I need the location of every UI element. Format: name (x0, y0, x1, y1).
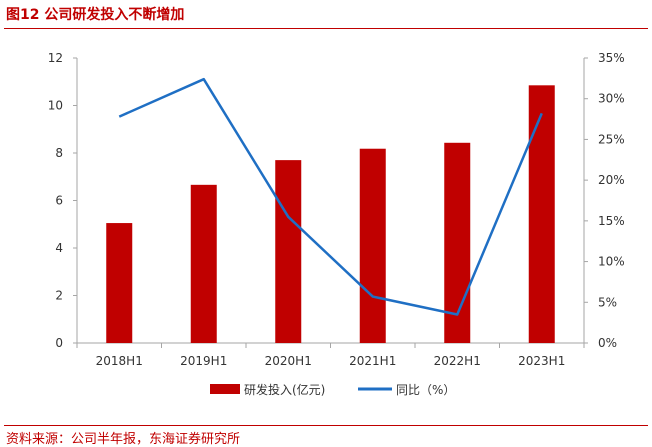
y-left-tick-label: 2 (55, 289, 63, 303)
y-left-tick-label: 0 (55, 336, 63, 350)
line-path (118, 77, 543, 316)
legend: 研发投入(亿元) 同比（%） (210, 382, 455, 397)
bar (275, 160, 302, 343)
y-right-tick-label: 0% (598, 336, 617, 350)
y-right-tick-label: 5% (598, 295, 617, 309)
y-left-tick-label: 12 (48, 51, 63, 65)
x-tick-label: 2019H1 (180, 354, 227, 368)
line-series (118, 77, 543, 316)
bar (444, 142, 471, 343)
y-right-tick-label: 15% (598, 214, 625, 228)
legend-bar-label: 研发投入(亿元) (244, 382, 325, 397)
x-tick-label: 2020H1 (265, 354, 312, 368)
chart: 0 2 4 6 8 10 12 0% 5% 10% 15% 20% 25% 30% 35% 2018H1 201… (48, 51, 625, 397)
x-tick-label: 2021H1 (349, 354, 396, 368)
y-right-tick-label: 35% (598, 51, 625, 65)
y-right-tick-label: 10% (598, 255, 625, 269)
chart-axes: 0 2 4 6 8 10 12 0% 5% 10% 15% 20% 25% 30% 35% 2018H1 201… (48, 51, 625, 368)
x-tick-label: 2018H1 (96, 354, 143, 368)
y-right-tick-label: 30% (598, 92, 625, 106)
y-left-tick-label: 10 (48, 99, 63, 113)
source-note: 资料来源：公司半年报，东海证券研究所 (6, 432, 241, 447)
y-right-tick-label: 25% (598, 132, 625, 146)
y-left-tick-label: 6 (55, 194, 63, 208)
y-left-tick-label: 8 (55, 146, 63, 160)
x-tick-label: 2023H1 (518, 354, 565, 368)
bar (359, 148, 386, 343)
bar-series (106, 85, 555, 343)
legend-line-label: 同比（%） (396, 383, 455, 397)
y-right-tick-label: 20% (598, 173, 625, 187)
title-divider (4, 28, 648, 29)
source-divider (4, 425, 648, 426)
bar (528, 85, 555, 343)
bar (190, 184, 217, 343)
legend-bar-swatch (210, 384, 240, 394)
y-left-tick-label: 4 (55, 241, 63, 255)
x-tick-label: 2022H1 (434, 354, 481, 368)
bar (106, 223, 133, 343)
figure-title: 图12 公司研发投入不断增加 (6, 7, 185, 23)
